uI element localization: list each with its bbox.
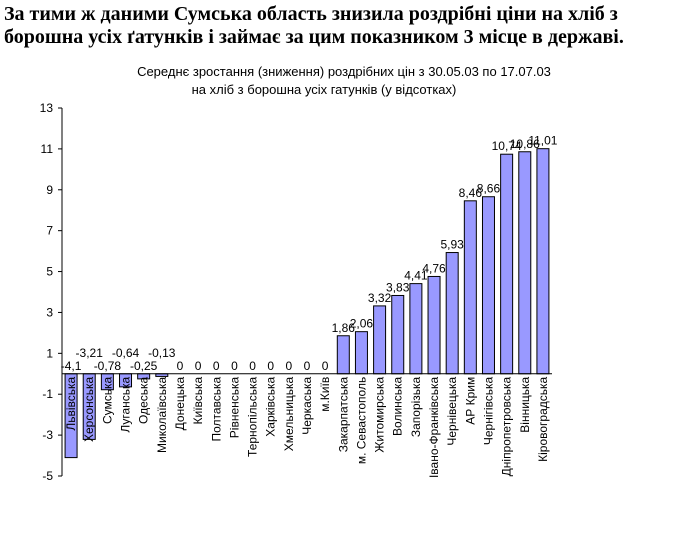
chart-title: Середнє зростання (зниження) роздрібних …	[137, 64, 551, 79]
category-label: Сумська	[100, 376, 114, 424]
category-label: Львівська	[64, 376, 78, 430]
category-label: Тернопільська	[246, 376, 260, 456]
data-label: 8,66	[477, 182, 501, 196]
category-label: Київська	[191, 376, 205, 424]
category-label: Миколаївська	[155, 376, 169, 453]
data-label: -0,25	[130, 359, 158, 373]
y-tick-label: -5	[42, 469, 53, 483]
category-label: Рівненська	[227, 376, 241, 438]
category-label: Луганська	[119, 376, 133, 432]
data-label: -0,64	[112, 346, 140, 360]
category-label: Херсонська	[82, 376, 96, 442]
category-label: Вінницька	[518, 376, 532, 432]
category-label: Донецька	[173, 376, 187, 430]
category-label: АР Крим	[463, 377, 477, 425]
bar	[518, 151, 532, 375]
data-label: 0	[267, 359, 274, 373]
category-label: Волинська	[391, 376, 405, 436]
headline: За тими ж даними Сумська область знизила…	[4, 3, 688, 49]
y-tick-label: 9	[46, 183, 53, 197]
data-label: 4,76	[422, 261, 446, 275]
headline-line-1: За тими ж даними Сумська область знизила…	[4, 3, 618, 25]
category-label: Чернівецька	[445, 376, 459, 445]
chart-subtitle: на хліб з борошна усіх гатунків (у відсо…	[192, 82, 457, 97]
data-label: -3,21	[76, 346, 104, 360]
bar	[445, 252, 459, 375]
y-tick-label: 7	[46, 224, 53, 238]
category-label: Полтавська	[209, 376, 223, 441]
data-label: 0	[195, 359, 202, 373]
data-label: 11,01	[528, 134, 557, 148]
data-label: 10,86	[510, 137, 540, 151]
category-label: Івано-Франківська	[427, 376, 441, 478]
bar	[391, 294, 405, 375]
bar	[500, 153, 514, 375]
bar	[463, 200, 477, 375]
data-label: 5,93	[441, 238, 465, 252]
category-label: Запорізька	[409, 376, 423, 437]
data-label: 3,83	[386, 280, 410, 294]
category-label: м. Севастополь	[354, 377, 368, 464]
data-label: -0,13	[148, 346, 176, 360]
data-label: 0	[286, 359, 293, 373]
data-label: 0	[304, 359, 311, 373]
data-label: 0	[249, 359, 256, 373]
data-label: 8,46	[459, 186, 483, 200]
data-label: 0	[177, 359, 184, 373]
y-tick-label: 13	[40, 101, 54, 115]
data-label: 0	[231, 359, 238, 373]
y-tick-label: -1	[42, 387, 53, 401]
bar	[354, 331, 368, 375]
category-label: м.Київ	[318, 377, 332, 412]
plot-area: -5-3-1135791113-4,1Львівська-3,21Херсонс…	[40, 101, 558, 483]
bar	[481, 196, 495, 375]
data-label: 1,86	[332, 321, 356, 335]
y-tick-label: 5	[46, 265, 53, 279]
category-label: Одеська	[137, 376, 151, 424]
bar	[536, 148, 550, 375]
category-label: Харківська	[264, 376, 278, 436]
y-tick-label: 1	[46, 346, 53, 360]
data-label: 4,41	[404, 269, 428, 283]
data-label: -4,1	[61, 359, 82, 373]
category-label: Кіровоградська	[536, 376, 550, 461]
category-label: Хмельницька	[282, 376, 296, 451]
category-label: Дніпропетровська	[500, 376, 514, 476]
bar	[409, 283, 423, 375]
y-tick-label: 3	[46, 305, 53, 319]
data-label: 2,06	[350, 317, 374, 331]
data-label: 10,74	[492, 139, 522, 153]
bar	[336, 335, 350, 375]
category-label: Черкаська	[300, 376, 314, 434]
bar	[427, 275, 441, 375]
headline-line-2: борошна усіх ґатунків і займає за цим по…	[4, 26, 624, 48]
y-tick-label: -3	[42, 428, 53, 442]
category-label: Житомирська	[373, 376, 387, 452]
category-label: Закарпатська	[336, 376, 350, 452]
bar	[373, 305, 387, 375]
data-label: 0	[322, 359, 329, 373]
data-label: -0,78	[94, 359, 122, 373]
category-label: Чернігівська	[481, 376, 495, 445]
data-label: 3,32	[368, 291, 392, 305]
data-label: 0	[213, 359, 220, 373]
y-tick-label: 11	[41, 142, 54, 156]
